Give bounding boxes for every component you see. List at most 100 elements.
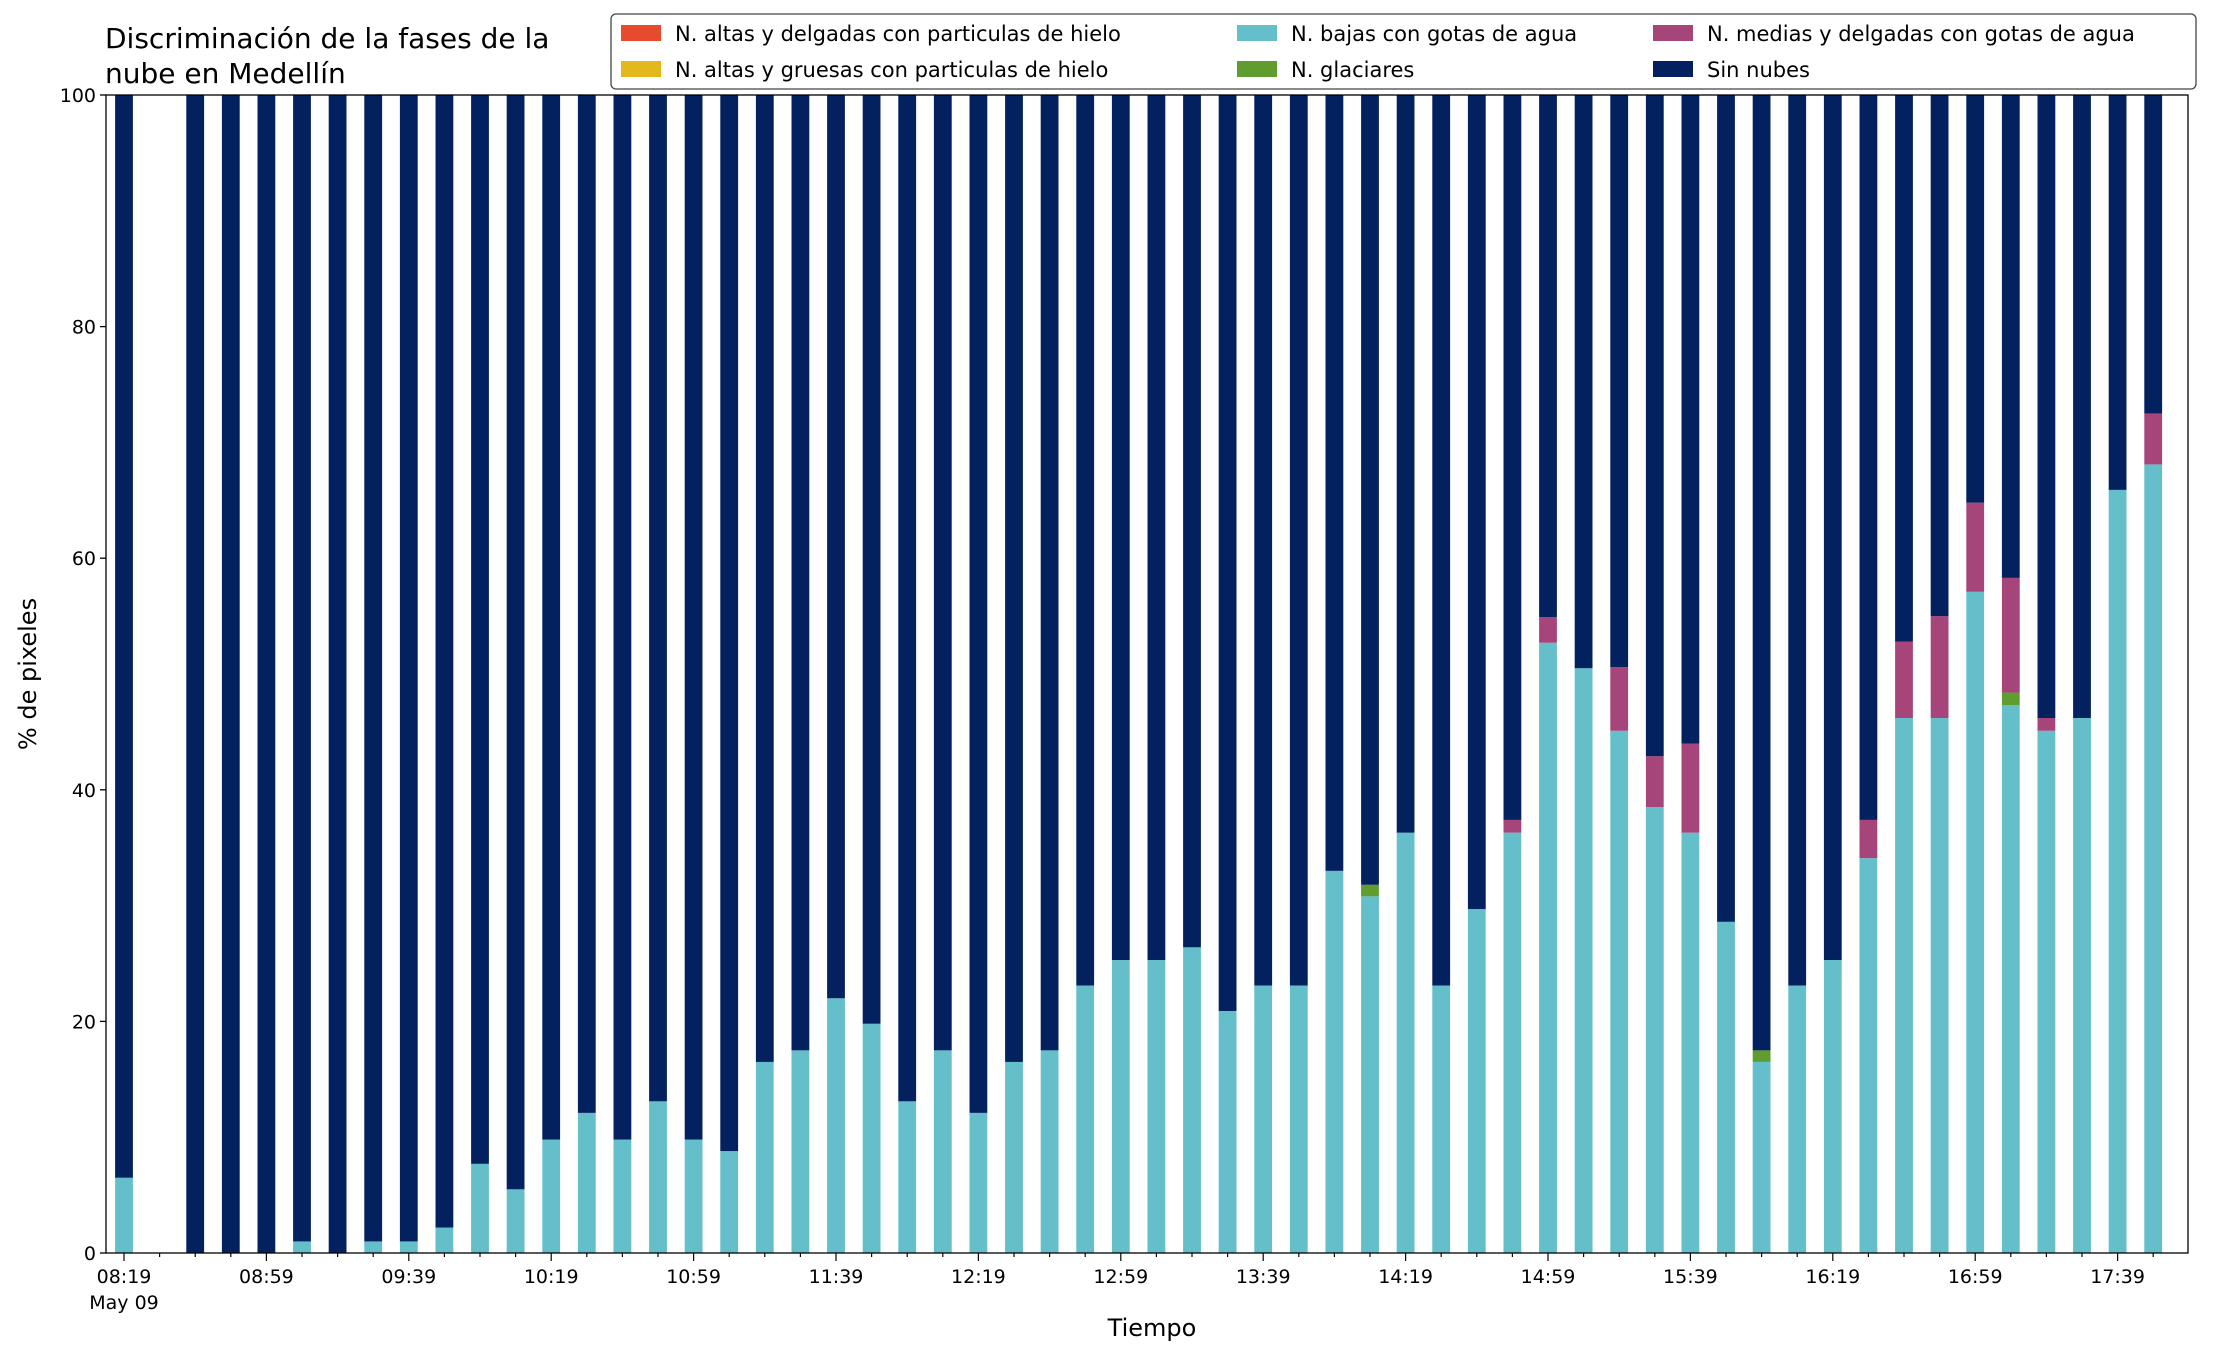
sin-nubes-segment (257, 95, 276, 1253)
sin-nubes-segment (1289, 95, 1308, 986)
bar-08:59 (257, 95, 276, 1253)
sin-nubes-segment (2073, 95, 2091, 718)
bar-13:49 (1289, 95, 1308, 1253)
bar-11:29 (791, 95, 810, 1253)
bajas-segment (755, 1061, 774, 1253)
sin-nubes-segment (1717, 95, 1735, 922)
sin-nubes-segment (1752, 95, 1771, 1051)
sin-nubes-segment (613, 95, 632, 1140)
bar-10:09 (506, 95, 525, 1253)
sin-nubes-segment (933, 95, 952, 1051)
bar-12:39 (1040, 95, 1059, 1253)
bajas-segment (1859, 858, 1878, 1253)
bar-11:49 (862, 95, 881, 1253)
sin-nubes-segment (115, 95, 133, 1178)
sin-nubes-segment (1111, 95, 1130, 961)
bajas-segment (1005, 1061, 1023, 1253)
bar-14:59 (1539, 95, 1557, 1253)
bar-08:49 (221, 95, 240, 1253)
sin-nubes-segment (1218, 95, 1237, 1011)
sin-nubes-segment (364, 95, 383, 1242)
bajas-segment (1147, 960, 1166, 1253)
sin-nubes-segment (2144, 95, 2163, 414)
medias-segment (2144, 413, 2163, 465)
bajas-segment (1823, 960, 1842, 1253)
x-tick-label: 08:59 (239, 1266, 294, 1288)
bajas-segment (1289, 985, 1308, 1253)
legend-box (610, 13, 2197, 90)
legend-swatch (621, 25, 661, 41)
legend-swatch (1237, 25, 1277, 41)
bar-12:59 (1111, 95, 1130, 1253)
medias-segment (1859, 819, 1878, 859)
bajas-segment (1610, 730, 1629, 1253)
bajas-segment (471, 1163, 489, 1253)
bar-10:39 (613, 95, 632, 1253)
chart-title-line-1: Discriminación de la fases de la (105, 22, 549, 55)
bar-08:39 (186, 95, 205, 1253)
x-axis-label: Tiempo (1107, 1314, 1197, 1342)
legend-label: Sin nubes (1707, 58, 1810, 82)
bar-15:09 (1574, 95, 1593, 1253)
sin-nubes-segment (827, 95, 845, 999)
sin-nubes-segment (862, 95, 881, 1024)
x-tick-label: 08:19 (97, 1266, 152, 1288)
sin-nubes-segment (1930, 95, 1949, 617)
sin-nubes-segment (684, 95, 703, 1140)
glaciares-segment (2001, 692, 2020, 706)
legend-label: N. bajas con gotas de agua (1291, 22, 1577, 46)
legend-label: N. medias y delgadas con gotas de agua (1707, 22, 2135, 46)
sin-nubes-segment (186, 95, 205, 1253)
bar-14:09 (1361, 95, 1379, 1253)
sin-nubes-segment (1859, 95, 1878, 820)
legend-entry: Sin nubes (1653, 58, 1810, 82)
bar-14:49 (1503, 95, 1522, 1253)
legend-label: N. altas y delgadas con particulas de hi… (675, 22, 1121, 46)
sin-nubes-segment (1005, 95, 1023, 1062)
y-axis-label: % de pixeles (14, 598, 42, 750)
sin-nubes-segment (791, 95, 810, 1051)
legend-entry: N. altas y gruesas con particulas de hie… (621, 58, 1108, 82)
y-tick-label: 60 (72, 548, 96, 570)
bar-10:59 (684, 95, 703, 1253)
bar-17:49 (2144, 95, 2163, 1253)
chart-title: Discriminación de la fases de la nube en… (105, 22, 549, 90)
bajas-segment (613, 1139, 632, 1253)
y-tick-label: 20 (72, 1011, 96, 1033)
x-tick-label: 10:19 (524, 1266, 579, 1288)
bar-09:29 (364, 95, 383, 1253)
bar-08:19 (115, 95, 133, 1253)
bajas-segment (969, 1112, 988, 1253)
bajas-segment (1895, 718, 1913, 1253)
x-tick-label: 13:39 (1236, 1266, 1291, 1288)
chart-title-line-2: nube en Medellín (105, 57, 346, 90)
y-tick-label: 0 (84, 1243, 96, 1265)
plot-frame (105, 94, 2189, 1254)
bar-12:19 (969, 95, 988, 1253)
sin-nubes-segment (1681, 95, 1700, 744)
bar-13:39 (1254, 95, 1273, 1253)
bajas-segment (2037, 730, 2056, 1253)
bar-13:09 (1147, 95, 1166, 1253)
bar-15:19 (1610, 95, 1629, 1253)
sin-nubes-segment (1076, 95, 1095, 986)
bajas-segment (898, 1101, 917, 1253)
medias-segment (1503, 819, 1522, 833)
x-tick-label: 14:19 (1378, 1266, 1433, 1288)
bar-15:29 (1645, 95, 1664, 1253)
bajas-segment (1396, 832, 1415, 1253)
x-tick-label: 16:19 (1805, 1266, 1860, 1288)
glaciares-segment (1752, 1050, 1771, 1062)
legend-entry: N. altas y delgadas con particulas de hi… (621, 22, 1121, 46)
bar-14:39 (1467, 95, 1486, 1253)
bajas-segment (1645, 807, 1664, 1253)
medias-segment (2037, 718, 2056, 731)
sin-nubes-segment (755, 95, 774, 1062)
bar-09:19 (328, 95, 347, 1253)
sin-nubes-segment (1966, 95, 1985, 503)
legend-label: N. altas y gruesas con particulas de hie… (675, 58, 1108, 82)
bajas-segment (1361, 896, 1379, 1253)
sin-nubes-segment (471, 95, 489, 1164)
sin-nubes-segment (221, 95, 240, 1253)
legend-entry: N. bajas con gotas de agua (1237, 22, 1577, 46)
